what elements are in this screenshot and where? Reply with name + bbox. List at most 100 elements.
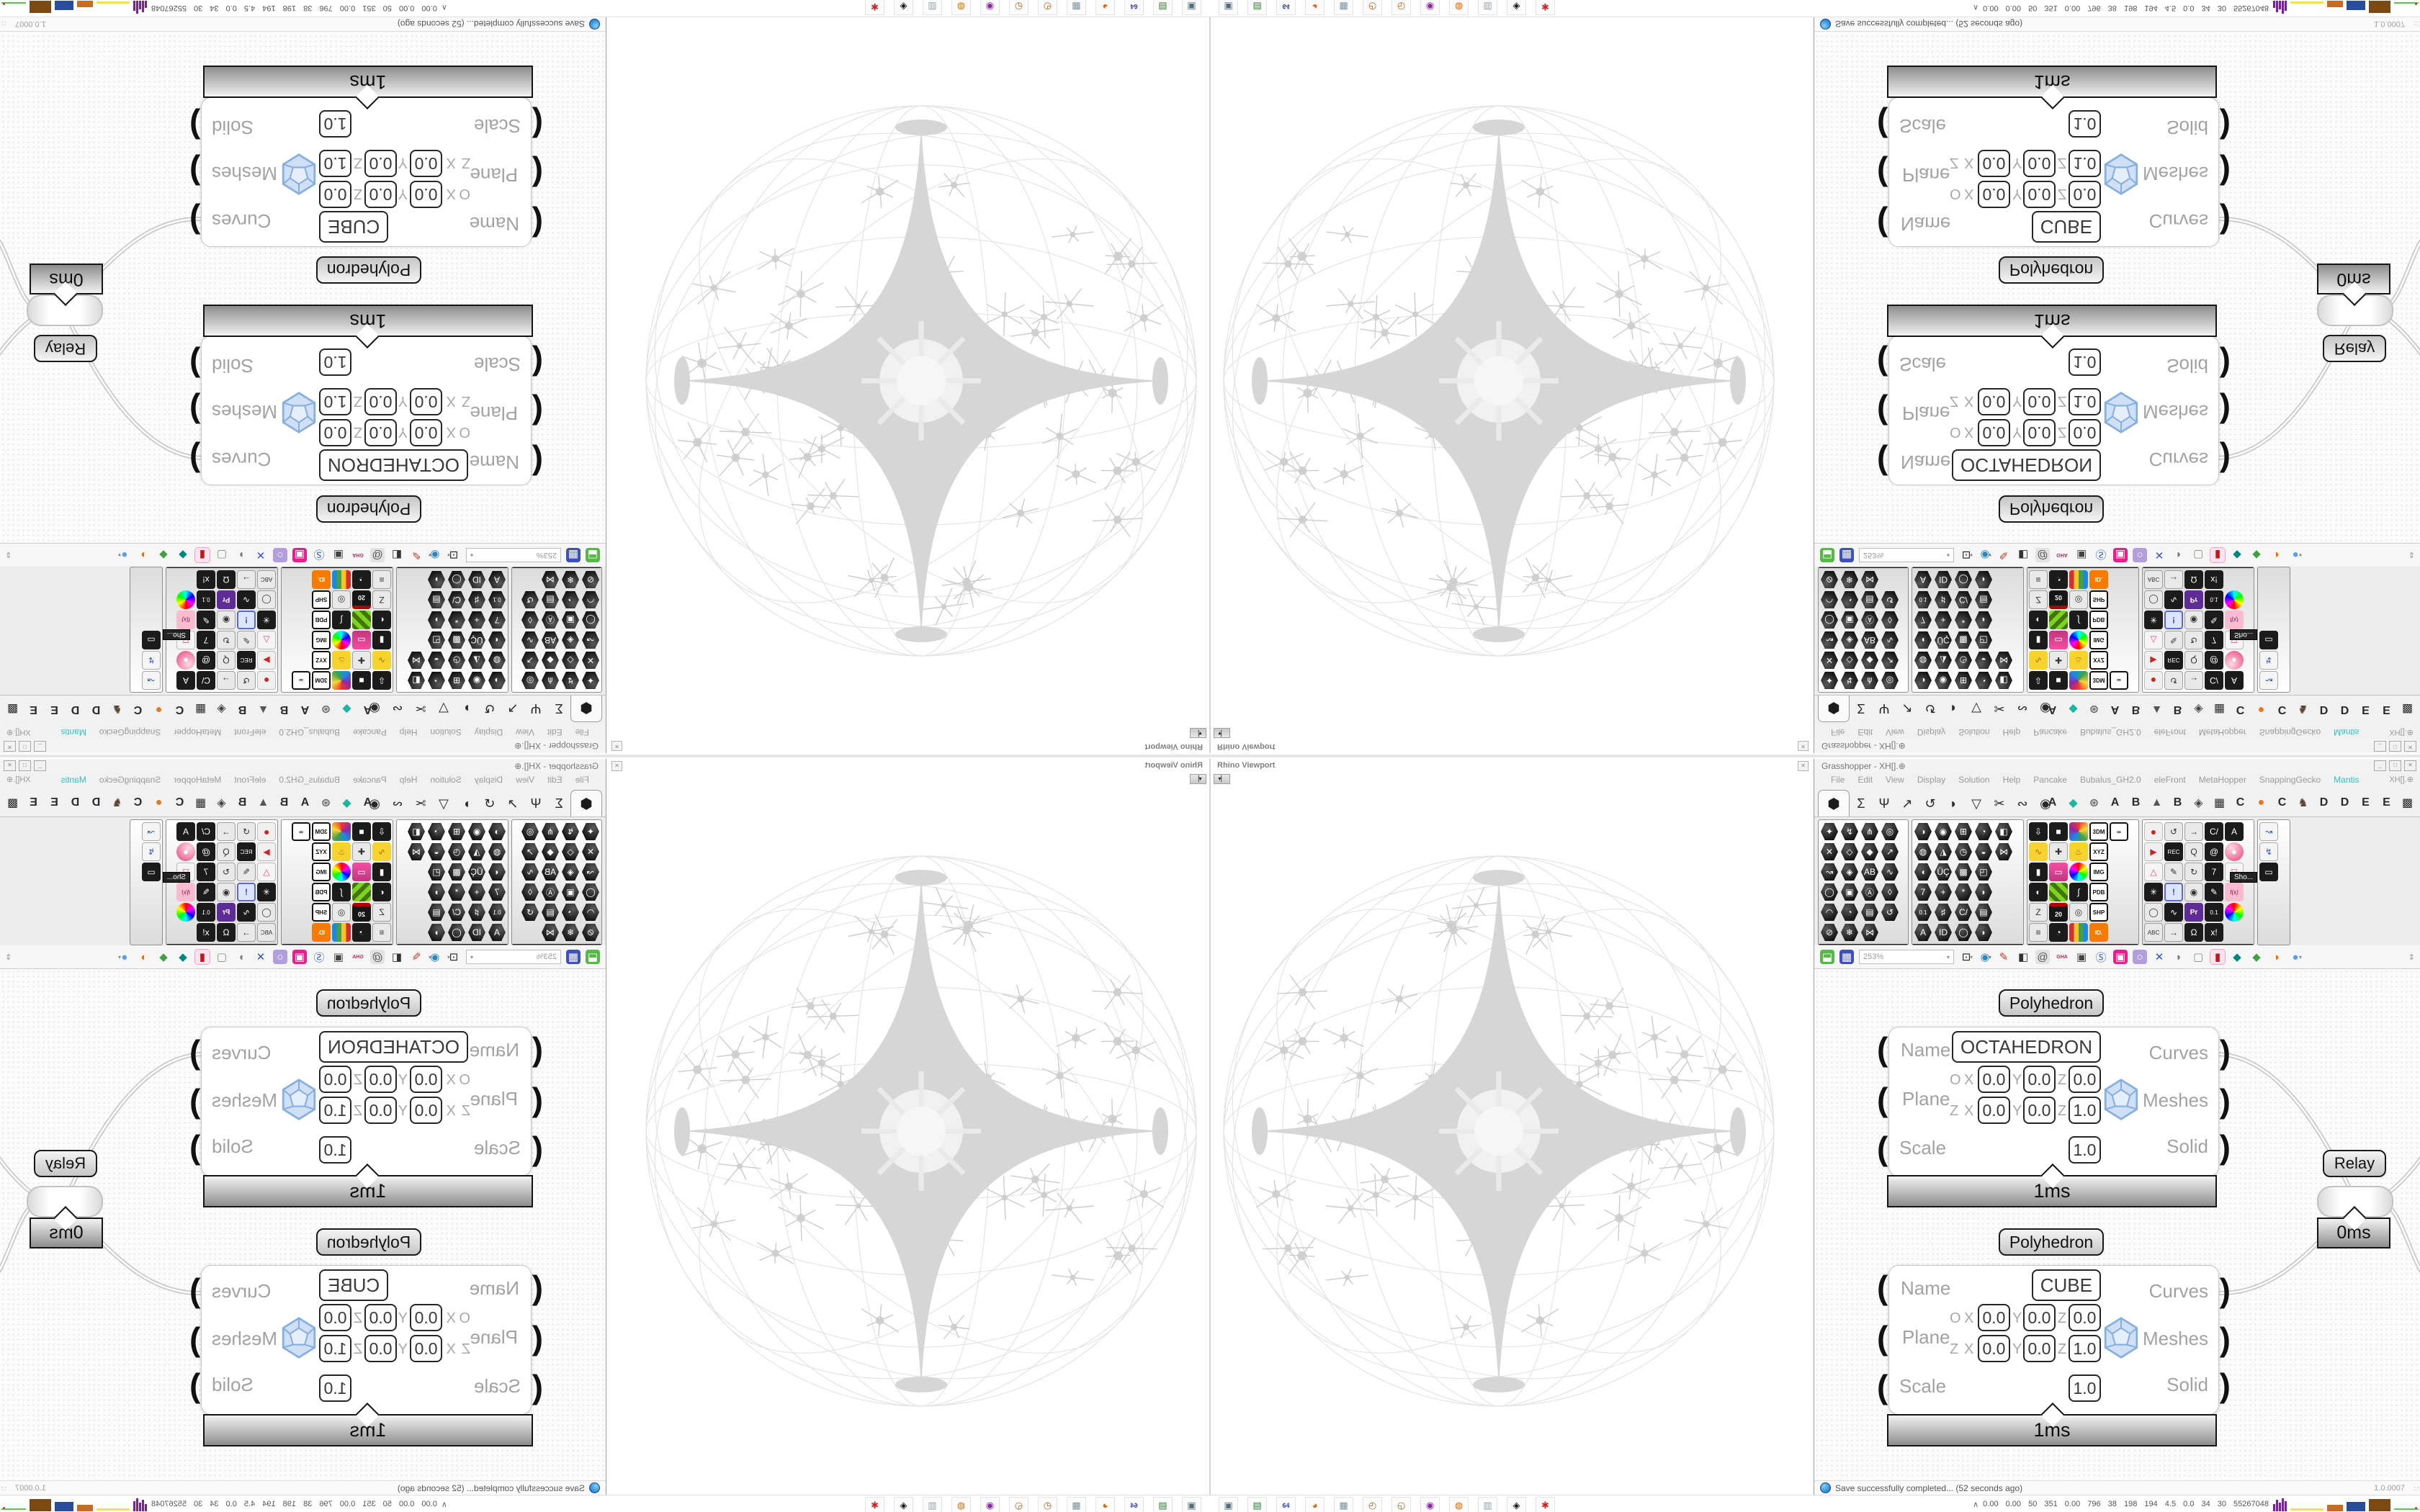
- palette-icon[interactable]: ♯: [467, 590, 486, 609]
- palette-icon[interactable]: ▩: [1954, 631, 1973, 649]
- palette-icon[interactable]: ▭: [142, 631, 161, 649]
- chevron-down-icon[interactable]: ▾: [1989, 953, 1992, 960]
- palette-icon[interactable]: @: [2205, 651, 2223, 670]
- tab-plugin-6[interactable]: B: [238, 703, 247, 716]
- tab-plugin-15[interactable]: E: [50, 796, 58, 809]
- palette-icon[interactable]: A: [2225, 671, 2244, 690]
- palette-icon[interactable]: Z: [2029, 903, 2048, 922]
- palette-icon[interactable]: ∞: [2110, 671, 2128, 690]
- tab-category-4[interactable]: ◗: [1949, 701, 1958, 716]
- save-file-icon[interactable]: ▦: [566, 950, 581, 964]
- system-monitor-icon[interactable]: ▣: [1182, 0, 1201, 15]
- resize-grip-icon[interactable]: ∷: [1, 1485, 6, 1493]
- maximize-button[interactable]: □: [19, 760, 31, 771]
- input-port-plane[interactable]: (: [1877, 156, 1888, 193]
- tab-category-8[interactable]: ◉: [2040, 796, 2051, 811]
- palette-icon[interactable]: ❂: [2225, 590, 2244, 609]
- palette-icon[interactable]: ⊕: [2069, 822, 2088, 841]
- palette-icon[interactable]: C/: [1954, 590, 1973, 609]
- chevron-down-icon[interactable]: ▾: [2299, 953, 2303, 960]
- close-button[interactable]: ✕: [2404, 741, 2416, 752]
- tab-plugin-11[interactable]: C: [133, 796, 143, 809]
- search-loupe-icon[interactable]: Ⓢ: [313, 951, 325, 964]
- preview-wire-icon[interactable]: ▢: [216, 951, 228, 963]
- palette-icon[interactable]: ●: [2069, 631, 2088, 649]
- tab-category-3[interactable]: ↺: [1924, 796, 1936, 811]
- plane-oy-box[interactable]: 0.0: [364, 419, 397, 446]
- palette-icon[interactable]: ∫: [332, 611, 351, 629]
- palette-icon[interactable]: ●: [2144, 822, 2163, 841]
- palette-icon[interactable]: ◒: [1975, 843, 1992, 860]
- palette-icon[interactable]: ◒: [427, 651, 446, 670]
- plane-zy-box[interactable]: 0.0: [364, 150, 397, 177]
- palette-icon[interactable]: ◖: [1914, 631, 1932, 649]
- gem-teal-icon[interactable]: ◆: [2233, 549, 2241, 561]
- palette-icon[interactable]: ▤: [427, 590, 446, 609]
- open-file-icon[interactable]: ⬓: [1820, 548, 1834, 562]
- viewport-tab-label[interactable]: Rhino Viewport: [1144, 742, 1203, 751]
- paint-icon-2[interactable]: ◵: [1392, 0, 1411, 15]
- preview-off-icon[interactable]: ◗: [238, 549, 245, 562]
- palette-icon[interactable]: →: [237, 570, 256, 589]
- palette-icon[interactable]: 3DM: [2089, 671, 2108, 690]
- palette-icon[interactable]: +: [467, 883, 486, 901]
- palette-icon[interactable]: ◒: [1974, 651, 1993, 670]
- palette-icon[interactable]: ↯: [561, 671, 580, 690]
- palette-icon[interactable]: ↯: [2259, 651, 2278, 670]
- palette-icon[interactable]: ◯: [447, 923, 466, 942]
- palette-icon[interactable]: ✕: [581, 842, 600, 861]
- palette-icon[interactable]: Pr: [217, 590, 236, 609]
- palette-icon[interactable]: ∿: [1881, 631, 1899, 649]
- tab-plugin-17[interactable]: ▩: [2401, 703, 2414, 715]
- tab-plugin-3[interactable]: A: [2110, 703, 2120, 716]
- palette-icon[interactable]: ▥: [2069, 570, 2088, 589]
- tab-plugin-4[interactable]: B: [279, 703, 289, 716]
- resize-grip-icon[interactable]: ∷: [2414, 1485, 2419, 1493]
- palette-icon[interactable]: *: [1955, 883, 1972, 901]
- sketch-pen-icon[interactable]: ✎: [411, 951, 421, 963]
- plane-zz-box[interactable]: 1.0: [319, 150, 351, 177]
- palette-icon[interactable]: ✚: [2049, 842, 2068, 861]
- palette-icon[interactable]: ✕: [1821, 843, 1838, 860]
- cat-app-icon[interactable]: ◈: [894, 0, 913, 15]
- palette-icon[interactable]: Pr: [2184, 903, 2203, 922]
- palette-icon[interactable]: 7: [488, 611, 506, 629]
- palette-icon[interactable]: ◠: [581, 903, 600, 922]
- palette-icon[interactable]: ↻: [2184, 863, 2203, 881]
- palette-icon[interactable]: ✳: [257, 883, 276, 901]
- palette-icon[interactable]: Q: [217, 651, 236, 670]
- scale-value-box[interactable]: 1.0: [2069, 1374, 2101, 1402]
- plane-zy-box[interactable]: 0.0: [364, 1097, 397, 1124]
- palette-icon[interactable]: ●: [176, 651, 195, 670]
- palette-icon[interactable]: PDB: [312, 611, 331, 629]
- grasshopper-title-bar[interactable]: Grasshopper - XH[].⊕ _ □ ✕: [1814, 739, 2420, 753]
- palette-icon[interactable]: SHP: [312, 590, 331, 609]
- palette-icon[interactable]: ◯: [1954, 570, 1973, 589]
- close-button[interactable]: ✕: [2404, 760, 2416, 771]
- palette-icon[interactable]: ∿: [2029, 651, 2048, 670]
- red-gear-icon[interactable]: ✱: [1536, 1497, 1555, 1512]
- chevron-down-icon[interactable]: ▾: [447, 552, 450, 559]
- tab-category-3[interactable]: ↺: [484, 701, 496, 716]
- palette-icon[interactable]: ✦: [581, 822, 600, 841]
- palette-icon[interactable]: ▤: [1975, 904, 1992, 921]
- output-port-curves[interactable]: ): [2219, 203, 2231, 240]
- palette-icon[interactable]: ◔: [561, 903, 580, 922]
- tab-plugin-7[interactable]: ◈: [217, 703, 226, 715]
- plane-ox-box[interactable]: 0.0: [1978, 181, 2010, 208]
- input-port-name[interactable]: (: [1877, 444, 1888, 482]
- tab-plugin-9[interactable]: C: [175, 796, 184, 809]
- palette-icon[interactable]: ◔: [1974, 671, 1993, 690]
- plane-zx-box[interactable]: 0.0: [1978, 1335, 2010, 1362]
- tab-category-5[interactable]: ▽: [439, 796, 449, 811]
- tab-plugin-8[interactable]: ▦: [2213, 797, 2226, 809]
- palette-icon[interactable]: ↯: [2259, 842, 2278, 861]
- palette-icon[interactable]: ↗: [521, 651, 539, 670]
- palette-icon[interactable]: ▣: [1841, 883, 1858, 901]
- palette-icon[interactable]: ⊞: [447, 671, 466, 690]
- palette-icon[interactable]: A: [176, 671, 195, 690]
- output-port-meshes[interactable]: ): [189, 392, 201, 430]
- palette-icon[interactable]: ⋔: [541, 822, 560, 841]
- palette-icon[interactable]: ✎: [2164, 863, 2183, 881]
- palette-icon[interactable]: Z: [2029, 590, 2048, 609]
